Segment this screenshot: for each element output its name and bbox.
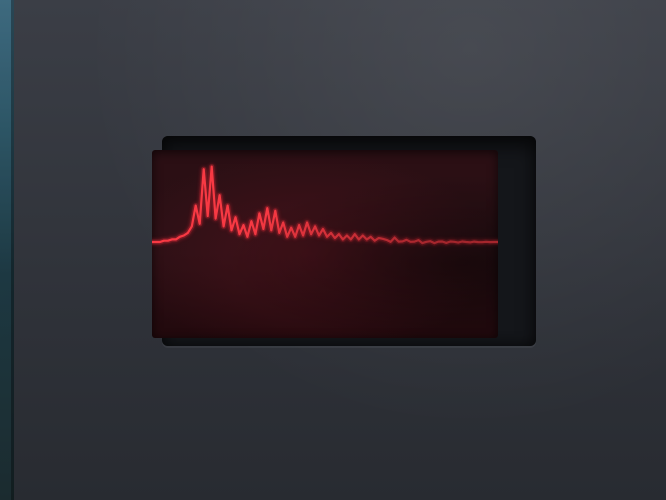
waveform-trace <box>152 165 498 245</box>
waveform-display <box>152 150 498 338</box>
waveform-svg <box>152 164 498 246</box>
left-edge-background <box>0 0 14 500</box>
